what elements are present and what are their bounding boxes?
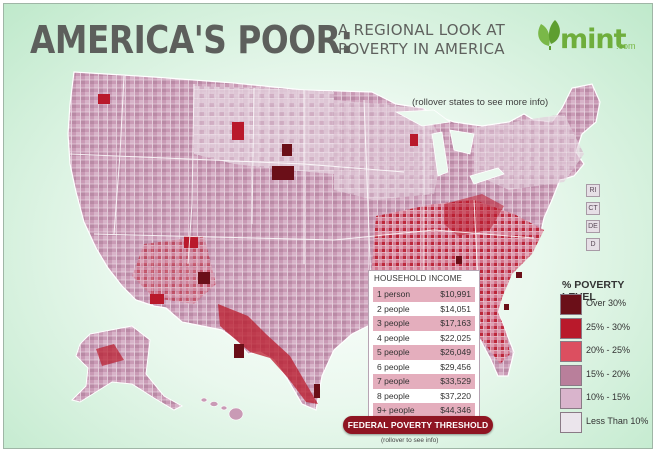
household-size: 2 people — [377, 303, 410, 314]
page-title: AMERICA'S POOR: — [30, 18, 353, 62]
household-income-panel: HOUSEHOLD INCOME 1 person $10,991 2 people… — [368, 270, 480, 418]
legend-swatch — [560, 411, 582, 433]
household-size: 5 people — [377, 347, 410, 357]
income-threshold-value: $44,346 — [440, 405, 471, 415]
logo-suffix: .com — [616, 41, 636, 51]
contiguous-us — [67, 71, 601, 411]
income-row: 4 people $22,025 — [373, 331, 475, 346]
page-subtitle: A REGIONAL LOOK AT POVERTY IN AMERICA — [338, 21, 568, 59]
household-income-list: 1 person $10,991 2 people $14,051 3 people $1… — [369, 287, 479, 418]
hawaii — [200, 397, 244, 421]
legend-swatch — [560, 341, 582, 362]
income-row: 5 people $26,049 — [373, 345, 475, 360]
subtitle-line-2: POVERTY IN AMERICA — [338, 40, 505, 58]
income-threshold-value: $33,529 — [440, 376, 471, 386]
region-southwest — [132, 236, 216, 304]
alaska — [71, 325, 184, 411]
high-poverty-counties — [98, 94, 522, 398]
household-size: 7 people — [377, 376, 410, 386]
income-row: 9+ people $44,346 — [373, 403, 475, 418]
legend-label: 10% - 15% — [586, 392, 631, 402]
mint-logo: mint .com — [535, 14, 636, 58]
legend-label: Over 30% — [586, 298, 627, 308]
state-tag-de[interactable]: DE — [586, 220, 600, 233]
legend-swatch — [560, 294, 582, 315]
income-threshold-value: $17,163 — [440, 318, 471, 328]
region-midwest — [334, 100, 444, 200]
great-lakes — [394, 109, 505, 185]
household-size: 6 people — [377, 361, 410, 372]
threshold-rollover-note: (rollover to see info) — [381, 437, 439, 444]
income-row: 8 people $37,220 — [373, 389, 475, 404]
state-tag-ct[interactable]: CT — [586, 202, 600, 215]
income-row: 2 people $14,051 — [373, 302, 475, 317]
household-size: 8 people — [377, 390, 410, 401]
income-threshold-value: $14,051 — [440, 303, 471, 314]
legend-swatch — [560, 388, 582, 409]
state-borders — [69, 75, 535, 325]
household-income-title: HOUSEHOLD INCOME — [374, 274, 463, 283]
legend-label: 15% - 20% — [586, 368, 631, 379]
federal-poverty-threshold-button[interactable]: FEDERAL POVERTY THRESHOLD — [343, 416, 493, 434]
logo-wordmark: mint — [560, 24, 627, 55]
income-row: 1 person $10,991 — [373, 287, 475, 302]
region-upper-plains — [194, 86, 334, 174]
region-appalachia — [444, 194, 504, 236]
income-row: 3 people $17,163 — [373, 316, 475, 331]
income-row: 7 people $33,529 — [373, 374, 475, 389]
rollover-instructions: (rollover states to see more info) — [412, 97, 549, 108]
leaf-icon — [538, 20, 560, 50]
legend-label: 20% - 25% — [586, 345, 631, 355]
legend-swatch — [560, 364, 582, 386]
state-tag-dc[interactable]: D — [586, 238, 600, 251]
income-threshold-value: $26,049 — [440, 347, 471, 357]
state-tag-ri[interactable]: RI — [586, 184, 600, 197]
income-threshold-value: $37,220 — [440, 390, 471, 401]
subtitle-line-1: A REGIONAL LOOK AT — [338, 21, 506, 39]
income-threshold-value: $22,025 — [440, 332, 471, 343]
legend-label: Less Than 10% — [586, 415, 649, 426]
household-size: 1 person — [377, 289, 411, 299]
income-threshold-value: $29,456 — [440, 361, 471, 372]
household-size: 4 people — [377, 332, 410, 343]
region-texas-border — [218, 304, 318, 404]
legend-swatch — [560, 317, 582, 339]
income-threshold-value: $10,991 — [440, 289, 471, 299]
map-frame: AMERICA'S POOR: A REGIONAL LOOK AT POVER… — [3, 3, 653, 449]
legend-label: 25% - 30% — [586, 321, 631, 332]
household-size: 9+ people — [377, 405, 415, 415]
income-row: 6 people $29,456 — [373, 360, 475, 375]
household-size: 3 people — [377, 318, 410, 328]
us-poverty-map[interactable] — [4, 4, 652, 448]
